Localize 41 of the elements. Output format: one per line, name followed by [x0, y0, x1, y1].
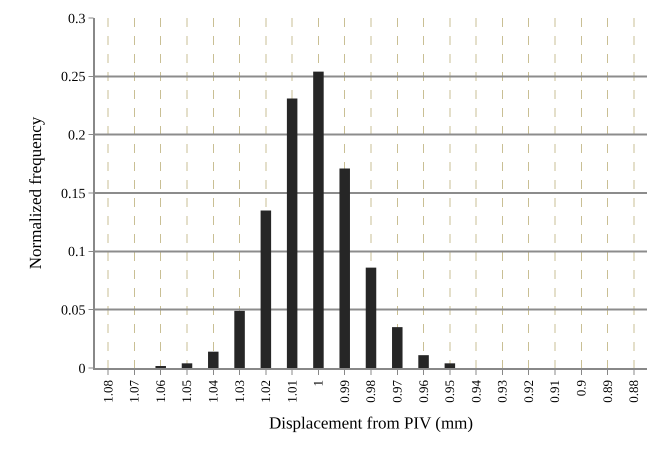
y-tick-label: 0.15: [60, 186, 86, 202]
bar: [339, 168, 350, 368]
y-axis-title: Normalized frequency: [26, 116, 45, 270]
x-tick-label: 1.05: [179, 380, 194, 403]
bar: [182, 363, 192, 368]
y-tick-label: 0.2: [68, 128, 86, 144]
x-tick-label: 0.99: [336, 380, 352, 403]
bar: [418, 355, 429, 368]
y-tick-label: 0: [78, 362, 86, 377]
bar: [286, 98, 298, 368]
x-tick-label: 1.07: [126, 379, 142, 403]
y-tick-label: 0.05: [60, 304, 86, 319]
y-tick-label: 0.3: [68, 12, 86, 27]
x-tick-label: 1.01: [284, 380, 300, 403]
x-tick-label: 0.98: [363, 380, 378, 403]
bar: [208, 352, 219, 368]
bar: [366, 268, 376, 368]
y-tick-label: 0.1: [68, 245, 86, 260]
bar: [392, 327, 403, 368]
x-axis-title: Displacement from PIV (mm): [268, 414, 474, 433]
bar: [444, 363, 456, 368]
bar: [260, 210, 272, 368]
x-tick-label: 1: [310, 380, 326, 386]
x-tick-label: 0.92: [520, 380, 536, 403]
x-tick-label: 0.96: [416, 379, 431, 403]
x-tick-label: 0.88: [626, 380, 642, 403]
x-tick-label: 0.94: [468, 379, 484, 403]
bar: [313, 72, 324, 368]
x-tick-label: 1.04: [206, 379, 221, 403]
x-tick-label: 0.89: [600, 380, 615, 403]
x-tick-label: 0.91: [547, 380, 562, 403]
x-tick-label: 1.03: [232, 380, 247, 403]
x-tick-label: 0.97: [390, 379, 405, 403]
y-tick-label: 0.25: [60, 70, 86, 86]
x-tick-label: 0.93: [494, 380, 510, 403]
x-tick-label: 0.95: [442, 380, 458, 403]
x-tick-label: 1.08: [100, 380, 116, 403]
bar: [234, 310, 245, 368]
x-tick-label: 1.02: [258, 380, 274, 403]
x-tick-label: 0.9: [574, 380, 589, 396]
x-tick-label: 1.06: [152, 379, 168, 403]
